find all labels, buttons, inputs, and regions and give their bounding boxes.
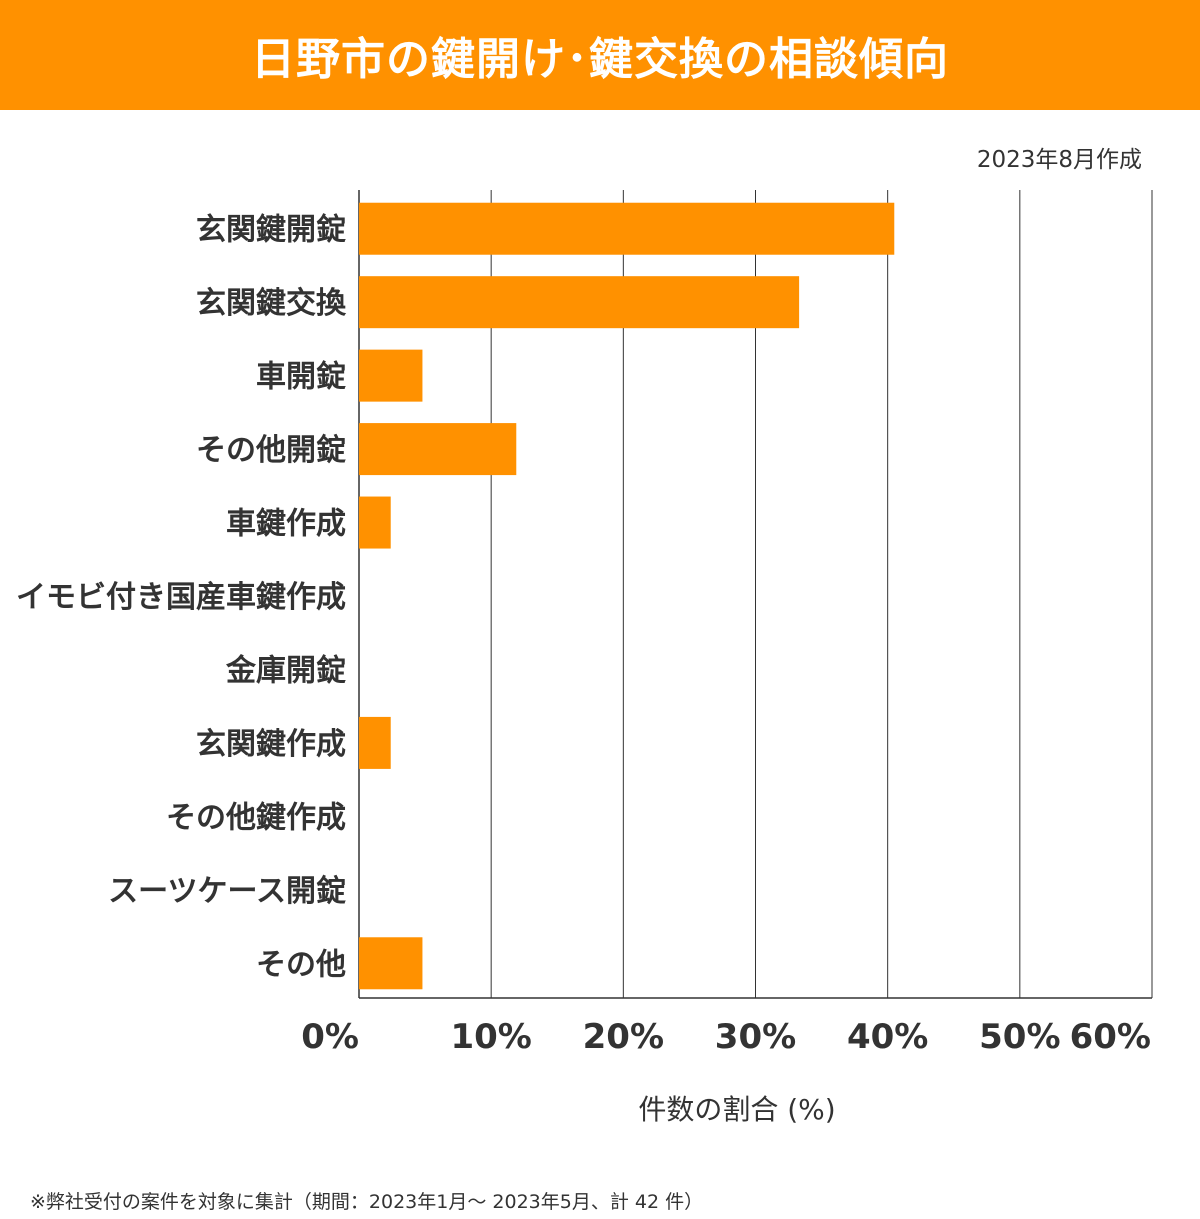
bar [359, 496, 391, 549]
bar [359, 716, 391, 769]
bar [359, 349, 423, 402]
y-category-label: その他 [256, 947, 346, 982]
page-title: 日野市の鍵開け･鍵交換の相談傾向 [251, 34, 949, 85]
bar [359, 276, 800, 329]
y-category-label: 金庫開錠 [225, 653, 346, 688]
footnote: ※弊社受付の案件を対象に集計（期間：2023年1月～ 2023年5月、計 42 … [30, 1191, 704, 1213]
y-category-label: イモビ付き国産車鍵作成 [16, 580, 346, 615]
x-axis-title: 件数の割合 (%) [638, 1093, 835, 1126]
y-category-label: 玄関鍵交換 [196, 286, 347, 321]
y-category-label: 玄関鍵作成 [196, 727, 346, 762]
x-tick-label: 30% [715, 1017, 796, 1057]
bar [359, 423, 517, 476]
y-category-label: その他鍵作成 [166, 800, 346, 835]
y-category-label: 玄関鍵開錠 [196, 213, 346, 248]
x-tick-label: 10% [450, 1017, 531, 1057]
title-bar: 日野市の鍵開け･鍵交換の相談傾向 [0, 0, 1200, 110]
x-tick-label: 20% [583, 1017, 664, 1057]
x-tick-label: 40% [847, 1017, 928, 1057]
y-category-label: 車開錠 [256, 360, 346, 395]
y-category-label: その他開錠 [196, 433, 346, 468]
x-tick-label: 0% [301, 1017, 359, 1057]
y-category-label: 車鍵作成 [226, 507, 346, 542]
x-tick-label: 50% [979, 1017, 1060, 1057]
date-label: 2023年8月作成 [976, 147, 1142, 173]
bar [359, 937, 423, 990]
x-tick-label: 60% [1070, 1017, 1151, 1057]
y-category-label: スーツケース開錠 [108, 874, 346, 909]
bar [359, 202, 895, 255]
